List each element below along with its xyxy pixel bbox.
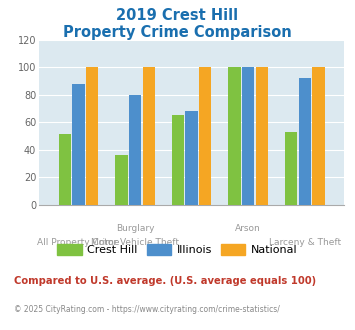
Bar [242, 67, 255, 205]
Bar [172, 115, 184, 205]
Bar [312, 67, 324, 205]
Bar [72, 83, 85, 205]
Bar [129, 95, 141, 205]
Text: Compared to U.S. average. (U.S. average equals 100): Compared to U.S. average. (U.S. average … [14, 276, 316, 285]
Text: All Property Crime: All Property Crime [37, 238, 120, 247]
Text: Arson: Arson [235, 224, 261, 233]
Bar [299, 78, 311, 205]
Bar [229, 67, 241, 205]
Bar [185, 111, 198, 205]
Bar [285, 132, 297, 205]
Text: Larceny & Theft: Larceny & Theft [269, 238, 341, 247]
Bar [199, 67, 212, 205]
Bar [86, 67, 98, 205]
Text: © 2025 CityRating.com - https://www.cityrating.com/crime-statistics/: © 2025 CityRating.com - https://www.city… [14, 305, 280, 314]
Text: Property Crime Comparison: Property Crime Comparison [63, 25, 292, 40]
Bar [59, 135, 71, 205]
Text: Motor Vehicle Theft: Motor Vehicle Theft [91, 238, 179, 247]
Bar [142, 67, 155, 205]
Text: Burglary: Burglary [116, 224, 154, 233]
Text: 2019 Crest Hill: 2019 Crest Hill [116, 8, 239, 23]
Legend: Crest Hill, Illinois, National: Crest Hill, Illinois, National [53, 240, 302, 260]
Bar [256, 67, 268, 205]
Bar [115, 155, 128, 205]
